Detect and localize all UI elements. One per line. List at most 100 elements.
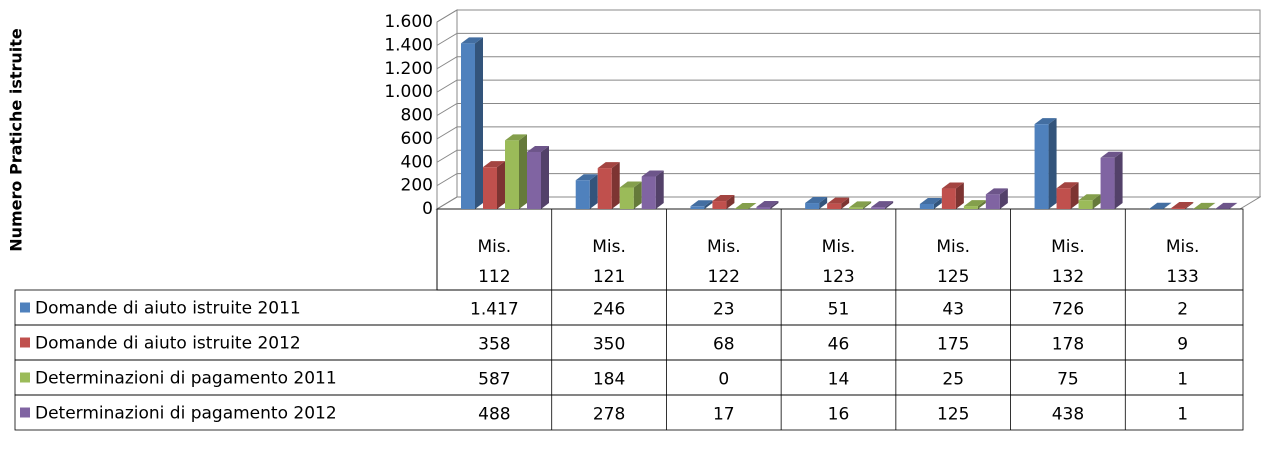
bar-top bbox=[1078, 194, 1101, 201]
bar-side bbox=[1185, 201, 1194, 209]
table-value: 9 bbox=[1177, 335, 1188, 355]
table-value: 1.417 bbox=[470, 300, 519, 320]
bar bbox=[849, 207, 864, 209]
bar-side bbox=[1163, 202, 1172, 209]
bar bbox=[505, 140, 519, 209]
y-tick-label: 600 bbox=[401, 129, 433, 149]
x-tick-label: Mis. 125 bbox=[936, 237, 971, 287]
bar-side bbox=[1114, 151, 1123, 209]
legend-label: Domande di aiuto istruite 2012 bbox=[35, 334, 301, 354]
bar bbox=[963, 206, 978, 209]
table-value: 51 bbox=[828, 300, 850, 320]
table-value: 43 bbox=[942, 300, 964, 320]
table-value: 25 bbox=[942, 370, 964, 390]
legend-swatch bbox=[20, 407, 30, 418]
y-tick-label: 800 bbox=[401, 106, 433, 126]
y-tick-label: 1.600 bbox=[384, 12, 433, 32]
table-value: 350 bbox=[593, 335, 625, 355]
x-tick-label: Mis. 123 bbox=[821, 237, 856, 287]
legend-label: Determinazioni di pagamento 2012 bbox=[35, 404, 337, 424]
bar-top bbox=[619, 181, 642, 188]
legend-label: Domande di aiuto istruite 2011 bbox=[35, 299, 301, 319]
x-tick-label: Mis. 112 bbox=[477, 237, 512, 287]
legend-swatch bbox=[20, 337, 30, 348]
bar-top bbox=[1215, 202, 1238, 209]
bar-top bbox=[641, 170, 664, 177]
table-value: 178 bbox=[1052, 335, 1084, 355]
bar-side bbox=[1229, 202, 1238, 209]
table-value: 2 bbox=[1177, 300, 1188, 320]
bar-top bbox=[712, 195, 735, 202]
table-value: 23 bbox=[713, 300, 735, 320]
bar-top bbox=[527, 145, 549, 152]
legend-swatch bbox=[20, 302, 30, 313]
bar-top bbox=[1171, 201, 1194, 208]
table-value: 438 bbox=[1052, 405, 1084, 425]
bar-top bbox=[690, 200, 713, 207]
table-value: 14 bbox=[828, 370, 850, 390]
bar-top bbox=[756, 201, 779, 208]
bar-side bbox=[885, 201, 894, 209]
bar-side bbox=[977, 200, 986, 209]
bar-side bbox=[1092, 194, 1101, 209]
bar bbox=[575, 180, 590, 209]
grid-line bbox=[436, 32, 1260, 46]
bar bbox=[1100, 157, 1115, 209]
table-value: 0 bbox=[718, 370, 729, 390]
bar-top bbox=[461, 37, 483, 44]
bar-side bbox=[999, 188, 1008, 209]
bar bbox=[756, 207, 771, 209]
bar-top bbox=[963, 200, 986, 207]
table-value: 278 bbox=[593, 405, 625, 425]
bar bbox=[919, 203, 934, 209]
bar-side bbox=[589, 174, 598, 209]
table-value: 1 bbox=[1177, 405, 1188, 425]
bar-side bbox=[863, 201, 872, 209]
bar-side bbox=[955, 182, 964, 209]
y-tick-label: 200 bbox=[401, 176, 433, 196]
grid-line bbox=[436, 173, 1260, 187]
bar-top bbox=[1100, 151, 1123, 158]
table-row bbox=[14, 394, 1244, 431]
grid-line bbox=[436, 103, 1260, 116]
table-value: 17 bbox=[713, 405, 735, 425]
bar-side bbox=[633, 181, 642, 209]
bar-top bbox=[985, 188, 1008, 195]
bar bbox=[1078, 200, 1093, 209]
bar-top bbox=[483, 161, 505, 168]
bar-side bbox=[726, 195, 735, 209]
grid-line bbox=[436, 56, 1260, 70]
bar bbox=[985, 194, 1000, 209]
bar-side bbox=[819, 197, 828, 209]
table-value: 175 bbox=[937, 335, 969, 355]
bar-side bbox=[1048, 118, 1057, 209]
bar bbox=[597, 168, 612, 209]
bar bbox=[483, 167, 497, 209]
bar-side bbox=[933, 197, 942, 209]
bar-top bbox=[941, 182, 964, 189]
bar bbox=[527, 151, 541, 209]
bar bbox=[871, 207, 886, 209]
table-value: 75 bbox=[1057, 370, 1079, 390]
x-tick-label: Mis. 132 bbox=[1051, 237, 1085, 287]
x-tick-label: Mis. 133 bbox=[1165, 237, 1200, 287]
bar bbox=[1171, 207, 1186, 209]
bar-top bbox=[1149, 202, 1172, 209]
y-tick-label: 1.000 bbox=[384, 82, 433, 102]
table-value: 1 bbox=[1177, 370, 1188, 390]
table-value: 184 bbox=[593, 370, 625, 390]
bar bbox=[1056, 188, 1071, 209]
bar-top bbox=[805, 197, 828, 204]
bar-top bbox=[575, 174, 598, 181]
bar-side bbox=[770, 201, 779, 209]
y-tick-label: 1.200 bbox=[384, 59, 433, 79]
bar-top bbox=[734, 203, 757, 209]
bar bbox=[941, 188, 956, 209]
bar-side bbox=[841, 197, 850, 209]
bar bbox=[461, 43, 475, 210]
bar bbox=[1034, 124, 1049, 209]
bar-top bbox=[1034, 118, 1057, 125]
x-tick-label: Mis. 122 bbox=[706, 237, 741, 287]
